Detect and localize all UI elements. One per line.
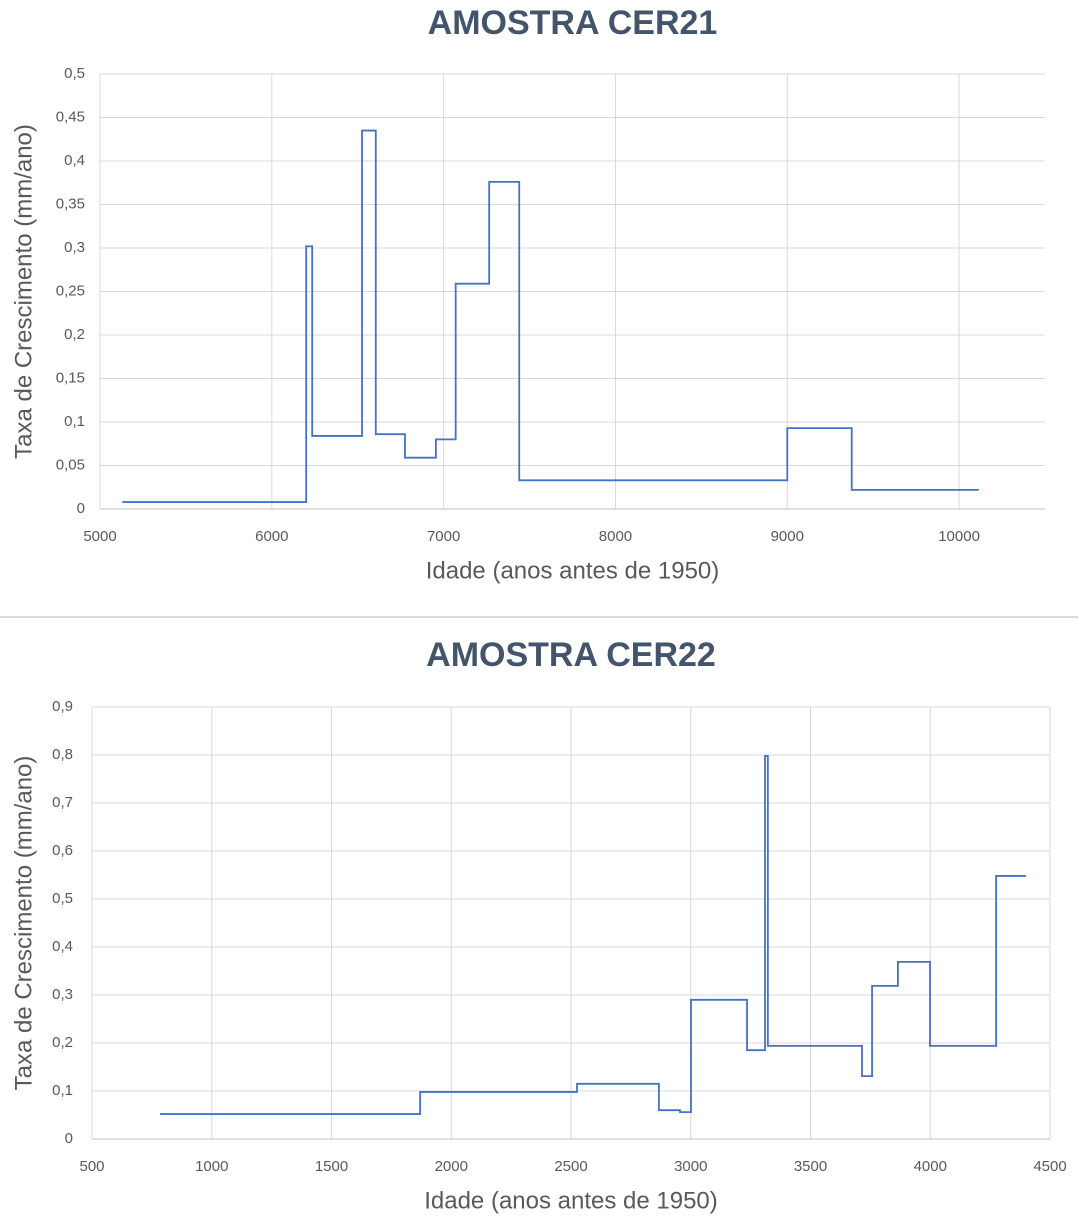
- y-tick-label: 0,2: [64, 326, 85, 343]
- x-tick-label: 4500: [1033, 1158, 1066, 1175]
- y-tick-label: 0,6: [52, 842, 73, 859]
- x-tick-label: 2500: [554, 1158, 587, 1175]
- x-tick-label: 1000: [195, 1158, 228, 1175]
- y-tick-label: 0,3: [64, 239, 85, 256]
- y-tick-label: 0,15: [56, 369, 85, 386]
- y-tick-label: 0,9: [52, 698, 73, 715]
- y-tick-label: 0,2: [52, 1034, 73, 1051]
- x-tick-label: 1500: [315, 1158, 348, 1175]
- x-axis-label: Idade (anos antes de 1950): [426, 557, 720, 584]
- y-tick-label: 0,5: [52, 890, 73, 907]
- x-tick-label: 7000: [427, 528, 460, 545]
- x-tick-label: 3000: [674, 1158, 707, 1175]
- y-axis-label: Taxa de Crescimento (mm/ano): [10, 756, 37, 1091]
- chart-title: AMOSTRA CER22: [426, 636, 716, 674]
- y-tick-label: 0,05: [56, 456, 85, 473]
- y-tick-label: 0,35: [56, 195, 85, 212]
- data-line: [122, 129, 979, 503]
- y-tick-label: 0,1: [64, 413, 85, 430]
- x-tick-label: 9000: [771, 528, 804, 545]
- x-tick-label: 5000: [83, 528, 116, 545]
- x-tick-label: 8000: [599, 528, 632, 545]
- y-tick-label: 0,8: [52, 746, 73, 763]
- y-axis-label: Taxa de Crescimento (mm/ano): [10, 124, 37, 459]
- y-tick-label: 0,1: [52, 1082, 73, 1099]
- y-tick-label: 0,4: [64, 152, 85, 169]
- x-tick-label: 500: [79, 1158, 104, 1175]
- x-axis-label: Idade (anos antes de 1950): [424, 1187, 718, 1214]
- y-tick-label: 0: [77, 500, 85, 517]
- data-line: [160, 755, 1027, 1115]
- x-tick-label: 3500: [794, 1158, 827, 1175]
- y-tick-label: 0,3: [52, 986, 73, 1003]
- y-tick-label: 0,5: [64, 65, 85, 82]
- x-tick-label: 10000: [938, 528, 980, 545]
- x-tick-label: 4000: [914, 1158, 947, 1175]
- y-tick-label: 0: [65, 1130, 73, 1147]
- y-tick-label: 0,25: [56, 282, 85, 299]
- chart-title: AMOSTRA CER21: [428, 4, 718, 42]
- y-tick-label: 0,45: [56, 108, 85, 125]
- x-tick-label: 6000: [255, 528, 288, 545]
- y-tick-label: 0,7: [52, 794, 73, 811]
- x-tick-label: 2000: [435, 1158, 468, 1175]
- y-tick-label: 0,4: [52, 938, 73, 955]
